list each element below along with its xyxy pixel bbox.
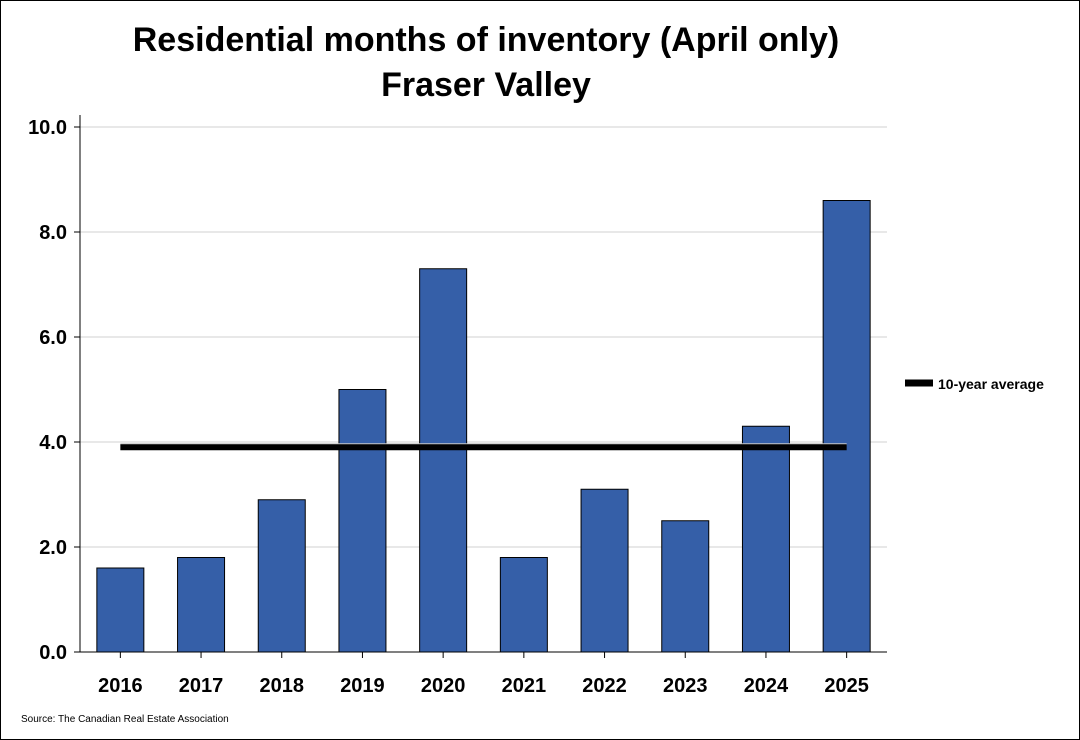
bar-2024 xyxy=(741,425,790,653)
x-tick-label: 2021 xyxy=(502,675,547,697)
chart-title: Residential months of inventory (April o… xyxy=(133,21,840,59)
bar-2017 xyxy=(177,557,226,653)
legend: 10-year average xyxy=(905,376,1044,392)
bar-2016 xyxy=(96,567,145,653)
x-tick-label: 2016 xyxy=(98,675,143,697)
average-line-group xyxy=(120,443,847,451)
bar-2025 xyxy=(822,200,871,653)
x-tick-label: 2024 xyxy=(744,675,789,697)
x-tick-label: 2025 xyxy=(824,675,869,697)
x-tick-label: 2022 xyxy=(582,675,627,697)
x-tick-label: 2020 xyxy=(421,675,466,697)
y-tick-labels: 0.0 2.0 4.0 6.0 8.0 10.0 xyxy=(28,117,80,664)
bar-2020 xyxy=(419,268,468,653)
x-tick-label: 2017 xyxy=(179,675,224,697)
legend-average-label: 10-year average xyxy=(938,376,1044,392)
chart-subtitle: Fraser Valley xyxy=(381,66,591,104)
bars xyxy=(96,200,871,653)
x-tick-labels: 2016 2017 2018 2019 2020 2021 2022 2023 2024 2025 xyxy=(98,652,869,697)
x-tick-label: 2018 xyxy=(260,675,305,697)
x-tick-label: 2019 xyxy=(340,675,385,697)
bar-2021 xyxy=(499,557,548,653)
y-tick-label: 4.0 xyxy=(39,432,67,454)
bar-2019 xyxy=(338,389,387,653)
bar-2023 xyxy=(661,520,710,653)
y-tick-label: 8.0 xyxy=(39,222,67,244)
y-tick-label: 10.0 xyxy=(28,117,67,139)
y-tick-label: 6.0 xyxy=(39,327,67,349)
y-tick-label: 0.0 xyxy=(39,642,67,664)
axes xyxy=(79,115,887,653)
source-note: Source: The Canadian Real Estate Associa… xyxy=(21,714,229,725)
bar-2022 xyxy=(580,488,629,653)
y-tick-label: 2.0 xyxy=(39,537,67,559)
x-tick-label: 2023 xyxy=(663,675,708,697)
bar-2018 xyxy=(257,499,306,653)
